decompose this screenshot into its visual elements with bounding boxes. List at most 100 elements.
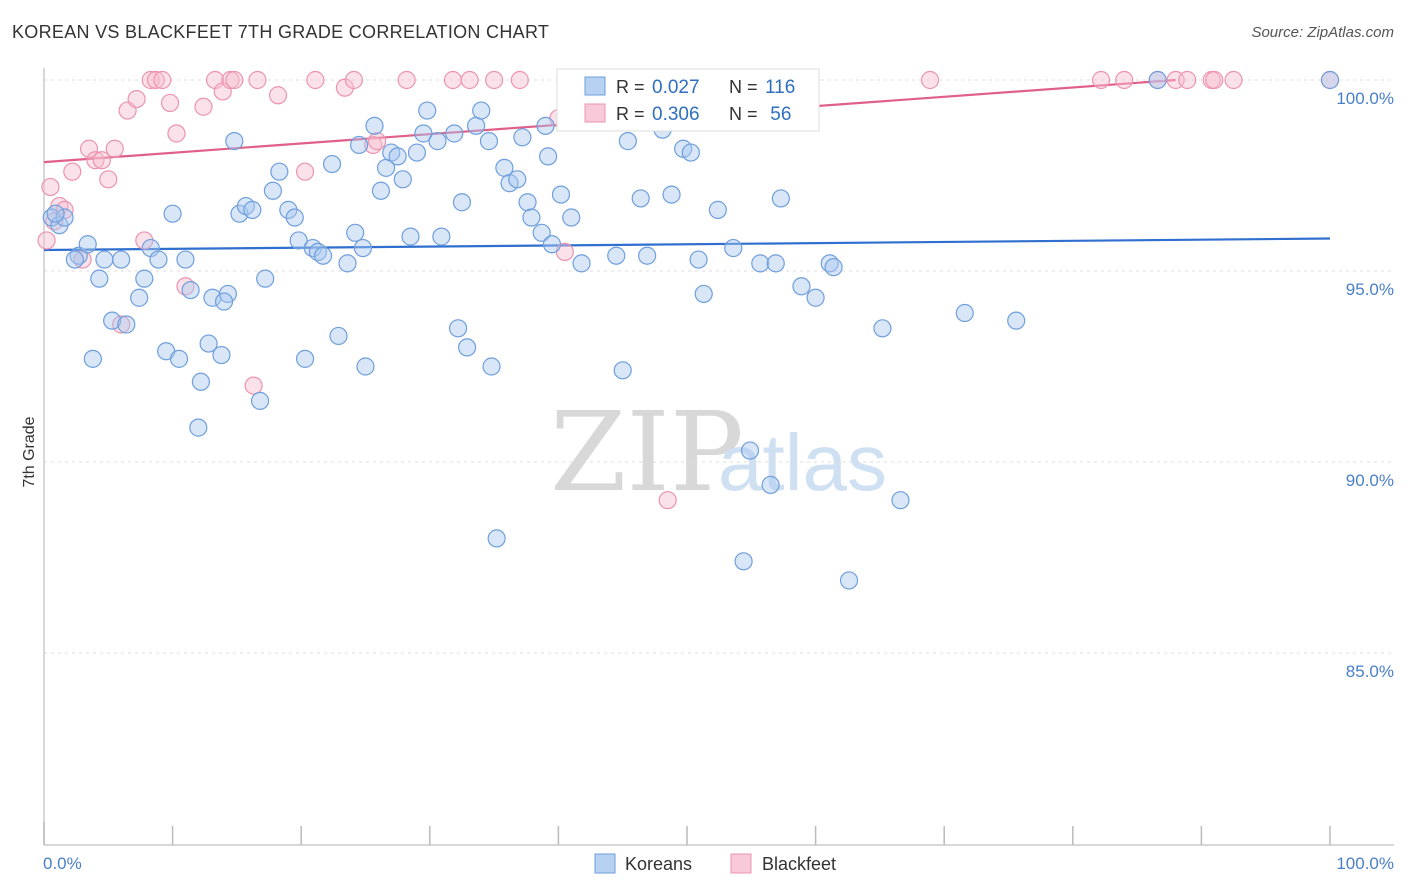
legend-blackfeet-swatch — [730, 853, 752, 874]
point-koreans — [445, 124, 464, 143]
watermark-zip: ZIP — [550, 388, 744, 516]
point-blackfeet — [127, 89, 146, 109]
point-koreans — [95, 250, 114, 269]
gridlines — [44, 79, 1394, 654]
point-blackfeet — [99, 170, 118, 189]
legend-r-value: 0.306 — [652, 104, 700, 125]
point-koreans — [393, 170, 412, 189]
point-koreans — [163, 204, 182, 223]
point-koreans — [149, 250, 168, 269]
point-koreans — [414, 124, 433, 143]
point-koreans — [472, 101, 491, 120]
point-koreans — [388, 147, 407, 166]
point-blackfeet — [135, 231, 154, 250]
point-koreans — [90, 269, 109, 288]
point-koreans — [418, 101, 437, 120]
point-blackfeet — [63, 162, 82, 181]
point-koreans — [338, 254, 357, 273]
y-tick-label: 85.0% — [1346, 662, 1394, 681]
point-koreans — [724, 238, 743, 258]
point-blackfeet — [153, 70, 172, 90]
point-koreans — [83, 349, 102, 368]
legend-r-value: 0.027 — [652, 77, 700, 98]
point-koreans — [313, 246, 333, 265]
point-blackfeet — [920, 70, 940, 90]
point-koreans — [806, 288, 825, 307]
point-koreans — [572, 254, 591, 273]
point-koreans — [689, 250, 708, 269]
point-blackfeet — [41, 177, 60, 197]
point-koreans — [295, 349, 315, 368]
point-blackfeet — [1091, 70, 1111, 90]
x-tick-label-min: 0.0% — [43, 854, 82, 873]
point-blackfeet — [105, 139, 124, 158]
point-blackfeet — [112, 315, 131, 334]
point-koreans — [256, 269, 275, 288]
point-koreans — [740, 441, 760, 460]
point-blackfeet — [160, 93, 180, 113]
source-label: Source: ZipAtlas.com — [1251, 24, 1394, 41]
point-koreans — [346, 223, 365, 242]
point-koreans — [607, 246, 626, 265]
point-blackfeet — [1205, 70, 1224, 90]
point-koreans — [955, 303, 974, 323]
point-koreans — [243, 200, 262, 219]
point-blackfeet — [248, 70, 267, 90]
point-blackfeet — [79, 139, 99, 158]
point-koreans — [199, 334, 218, 353]
point-koreans — [112, 250, 131, 269]
legend-koreans-swatch — [584, 76, 606, 96]
point-koreans — [542, 235, 562, 254]
legend-n-label: N = — [729, 77, 758, 97]
point-koreans — [1320, 70, 1340, 90]
point-koreans — [270, 162, 289, 181]
legend-stats: R = 0.027 N = 116 R = 0.306 N = 56 — [556, 68, 820, 132]
point-koreans — [613, 361, 632, 380]
y-tick-label: 95.0% — [1346, 280, 1394, 299]
legend-koreans-label: Koreans — [625, 854, 692, 874]
point-koreans — [479, 132, 499, 151]
point-blackfeet — [485, 70, 504, 90]
chart-title: KOREAN VS BLACKFEET 7TH GRADE CORRELATIO… — [12, 22, 550, 42]
point-koreans — [46, 204, 65, 223]
watermark: ZIP atlas — [550, 388, 887, 516]
legend-n-value: 56 — [765, 104, 791, 125]
point-koreans — [356, 357, 375, 376]
point-koreans — [1148, 70, 1167, 90]
point-blackfeet — [194, 97, 213, 116]
point-koreans — [55, 208, 74, 227]
point-blackfeet — [295, 162, 315, 181]
point-koreans — [214, 292, 234, 311]
point-blackfeet — [1224, 70, 1243, 90]
point-koreans — [487, 529, 506, 548]
point-blackfeet — [510, 70, 529, 90]
point-koreans — [130, 288, 149, 307]
point-koreans — [662, 185, 681, 204]
x-tick-label-max: 100.0% — [1336, 854, 1394, 873]
axes — [43, 68, 1394, 846]
point-koreans — [285, 208, 304, 227]
point-koreans — [508, 170, 527, 189]
point-koreans — [65, 250, 84, 269]
point-koreans — [618, 132, 637, 151]
point-blackfeet — [225, 70, 244, 90]
point-koreans — [401, 227, 420, 246]
point-koreans — [839, 571, 859, 590]
legend-blackfeet-label: Blackfeet — [762, 854, 836, 874]
x-tick-labels: 0.0% 100.0% — [43, 854, 1394, 873]
point-koreans — [452, 193, 472, 212]
point-koreans — [176, 250, 195, 269]
point-koreans — [734, 552, 753, 571]
point-koreans — [771, 189, 790, 208]
point-blackfeet — [86, 151, 105, 170]
point-koreans — [329, 326, 348, 346]
legend-n-value: 116 — [765, 77, 795, 98]
point-koreans — [349, 135, 369, 155]
point-koreans — [135, 269, 154, 288]
point-blackfeet — [397, 70, 416, 90]
point-koreans — [792, 277, 811, 296]
point-koreans — [694, 284, 713, 304]
point-koreans — [536, 116, 555, 135]
point-koreans — [824, 258, 843, 277]
